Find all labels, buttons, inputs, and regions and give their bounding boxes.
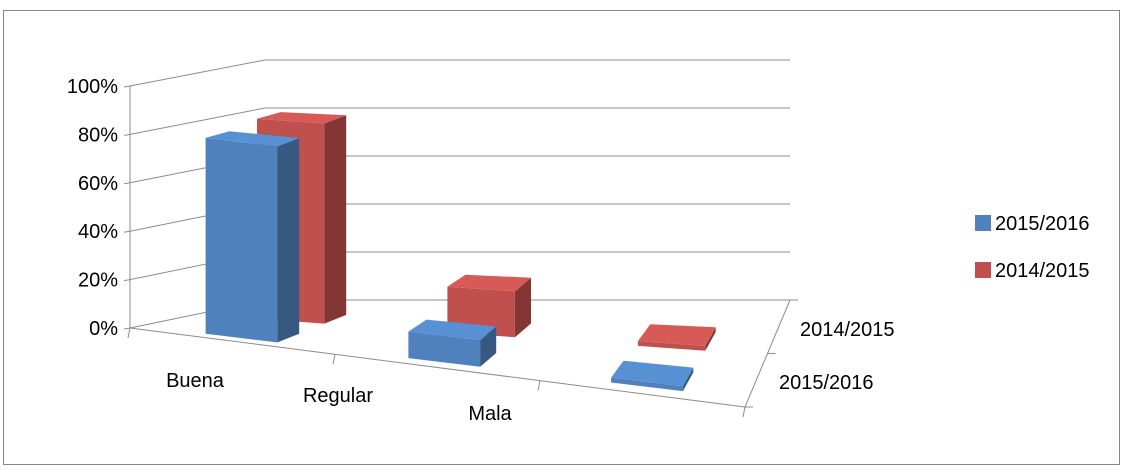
- bar-mala-2014-2015: [637, 341, 706, 351]
- gridline-side: [129, 107, 266, 135]
- bar-side-mala-2014-2015: [705, 327, 716, 351]
- y-tick-label: 40%: [78, 221, 118, 243]
- x-tick-mark: [742, 406, 746, 418]
- y-tick-mark: [123, 182, 131, 185]
- y-tick-label: 60%: [78, 173, 118, 195]
- bar-side-buena-2015-2016: [277, 138, 300, 343]
- bar-regular-2015-2016: [408, 331, 481, 367]
- bar-side-mala-2015-2016: [682, 367, 694, 392]
- x-tick-label-mala: Mala: [468, 403, 512, 425]
- bar-top-regular-2014-2015: [447, 274, 531, 292]
- y-tick-mark: [123, 133, 131, 136]
- bar-buena-2015-2016: [205, 137, 278, 343]
- y-tick-mark: [123, 230, 131, 233]
- x-tick-mark: [537, 380, 541, 391]
- x-axis-line: [129, 327, 746, 408]
- x-tick-label-buena: Buena: [166, 370, 225, 392]
- depth-tick-label: 2015/2016: [779, 372, 874, 394]
- y-tick-mark: [123, 279, 131, 282]
- bar-top-buena-2014-2015: [257, 112, 347, 124]
- y-tick-mark: [123, 327, 131, 330]
- y-tick-label: 0%: [89, 318, 118, 340]
- x-tick-mark: [332, 354, 336, 365]
- x-tick-label-regular: Regular: [303, 385, 373, 407]
- y-tick-label: 20%: [78, 270, 118, 292]
- chart-frame: [3, 10, 1120, 465]
- bar-top-mala-2014-2015: [637, 324, 716, 346]
- legend-label: 2014/2015: [995, 260, 1090, 282]
- bar-top-mala-2015-2016: [611, 360, 694, 387]
- legend-swatch: [975, 262, 991, 278]
- bar-side-regular-2014-2015: [514, 277, 531, 338]
- bar-side-buena-2014-2015: [324, 115, 347, 324]
- legend-swatch: [975, 215, 991, 231]
- bar-mala-2015-2016: [611, 377, 683, 392]
- bar-top-buena-2015-2016: [205, 131, 300, 147]
- x-tick-mark: [127, 327, 131, 339]
- legend-label: 2015/2016: [995, 213, 1090, 235]
- y-tick-label: 100%: [67, 76, 118, 98]
- y-tick-label: 80%: [78, 124, 118, 146]
- y-tick-mark: [123, 85, 131, 88]
- gridline-side: [129, 59, 266, 87]
- bar-top-regular-2015-2016: [408, 319, 497, 341]
- depth-tick-label: 2014/2015: [800, 319, 895, 341]
- bar-side-regular-2015-2016: [480, 326, 497, 367]
